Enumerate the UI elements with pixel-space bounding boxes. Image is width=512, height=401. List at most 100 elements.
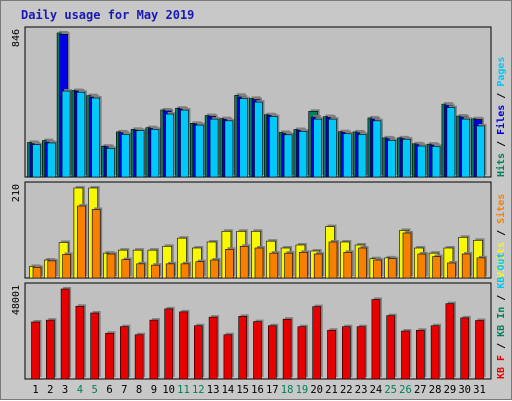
sites-bar-6 [106,253,116,279]
x-label-day-20: 20 [310,384,323,396]
sites-bar-24 [373,259,382,279]
sites-bar-22 [343,251,353,279]
legend-item-sites: Sites [495,194,507,224]
legend-item-kb-out: KB Out [496,253,507,289]
pages-bar-26 [402,138,411,178]
sites-bar-29 [447,262,456,279]
sites-bar-15 [239,245,249,279]
x-label-day-29: 29 [444,384,457,396]
kbf-bar-9 [149,319,159,380]
y-tick-panel-3: 48001 [11,285,22,315]
x-label-day-14: 14 [222,384,235,396]
kbf-bar-7 [120,326,129,380]
kbf-bar-29 [445,303,455,380]
kbf-bar-19 [297,326,307,380]
pages-bar-20 [313,118,323,178]
pages-bar-9 [150,129,160,178]
pages-bar-11 [180,109,189,178]
sites-bar-10 [165,263,175,279]
kbf-bar-18 [282,318,292,380]
kbf-bar-24 [371,299,381,380]
legend-separator: / [496,135,507,153]
x-label-day-27: 27 [414,384,427,396]
legend-separator: / [496,87,507,105]
kbf-bar-31 [475,320,484,380]
sites-bar-27 [417,253,427,279]
kbf-bar-27 [415,329,425,380]
kbf-bar-15 [238,316,247,380]
x-label-day-1: 1 [32,384,38,396]
x-label-day-30: 30 [458,384,471,396]
kbf-bar-5 [90,312,99,380]
legend-separator: / [496,289,507,307]
x-label-day-19: 19 [296,384,309,396]
pages-bar-2 [46,142,56,178]
sites-bar-30 [461,253,471,279]
sites-bar-8 [136,263,145,279]
kbf-bar-20 [312,306,322,380]
kbf-bar-3 [60,288,70,380]
sites-bar-12 [195,261,205,279]
pages-bar-5 [91,97,100,178]
sites-bar-26 [402,232,412,279]
pages-bar-8 [135,130,145,178]
pages-bar-28 [431,146,441,178]
sites-bar-18 [284,252,293,279]
pages-bar-10 [165,113,174,178]
pages-bar-3 [61,90,71,178]
pages-bar-31 [476,125,485,178]
x-label-day-22: 22 [340,384,353,396]
pages-bar-17 [268,116,278,178]
kbf-bar-2 [45,319,55,380]
pages-bar-29 [446,107,456,178]
x-label-day-16: 16 [251,384,264,396]
kbf-bar-11 [179,311,188,380]
pages-bar-18 [283,134,293,178]
x-label-day-6: 6 [106,384,112,396]
kbf-bar-26 [401,330,410,380]
x-label-day-24: 24 [370,384,383,396]
legend-item-visits: Visits [495,242,507,278]
kbf-bar-16 [253,321,262,380]
x-label-day-9: 9 [151,384,157,396]
pages-bar-30 [461,118,471,178]
kbf-bar-25 [386,315,396,380]
x-label-day-31: 31 [473,384,486,396]
pages-bar-4 [76,91,86,178]
x-label-day-18: 18 [281,384,294,396]
x-label-day-17: 17 [266,384,279,396]
x-tick-labels: 1 2 3 4 5 6 7 8 9 10 11 12 13 14 15 16 17 18 19 20 21 22 23 24 2… [32,384,485,396]
y-tick-panel-1: 846 [11,29,22,47]
x-label-day-21: 21 [325,384,338,396]
pages-bar-27 [416,145,426,178]
legend-item-kb-in: KB In [496,307,507,337]
pages-bar-25 [387,140,397,178]
x-label-day-28: 28 [429,384,442,396]
kbf-bar-13 [208,316,218,380]
sites-bar-20 [313,253,323,279]
sites-bar-7 [121,259,131,279]
sites-bar-25 [387,258,397,279]
legend-panel-1: Hits / Files / Pages [495,57,507,177]
x-label-day-25: 25 [384,384,397,396]
sites-bar-4 [77,205,86,279]
x-label-day-15: 15 [236,384,249,396]
kbf-bar-22 [341,326,351,380]
kbf-bar-10 [164,308,173,380]
kbf-bar-4 [75,305,85,380]
sites-bar-5 [91,209,101,279]
pages-bar-24 [372,120,382,178]
pages-bar-19 [298,131,308,178]
kbf-bar-14 [223,334,233,380]
x-label-day-7: 7 [121,384,127,396]
legend-item-pages: Pages [496,57,507,87]
x-label-day-11: 11 [177,384,190,396]
pages-bar-1 [32,144,41,178]
legend-separator: / [496,337,507,355]
kbf-bar-1 [31,321,40,380]
pages-bar-21 [328,118,337,178]
sites-bar-19 [299,251,308,279]
x-label-day-8: 8 [136,384,142,396]
